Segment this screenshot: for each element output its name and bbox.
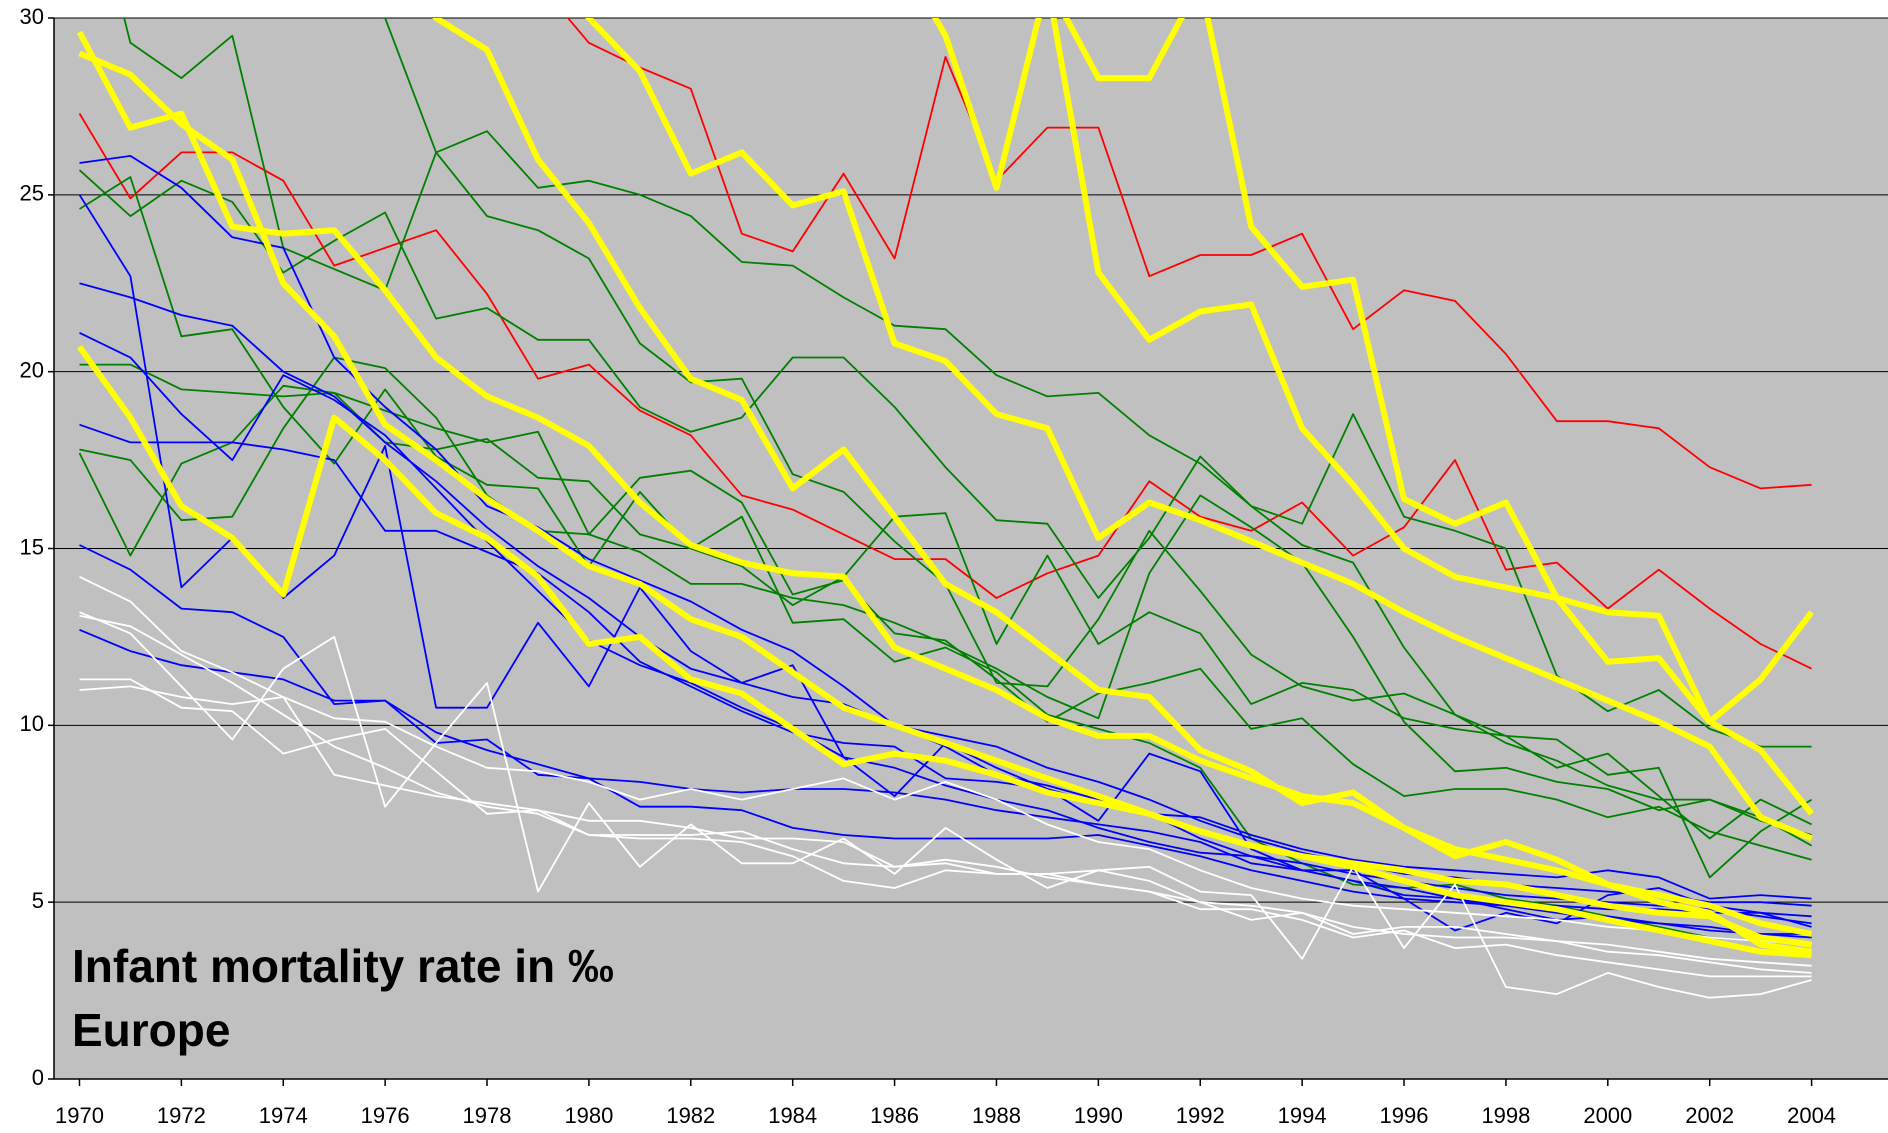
y-tick-label: 25 [20,181,44,206]
series-line [1050,18,1814,816]
x-tick-label: 1994 [1278,1103,1327,1128]
lines [76,18,1814,999]
series-line [79,544,1812,935]
axes: 0 5 10 15 20 25 30 1970 1972 1974 1976 1978 1980 1982… [20,4,1888,1128]
x-tick-label: 1980 [564,1103,613,1128]
series-line [79,575,1812,946]
series-line [77,345,1813,948]
series-line [79,685,1812,967]
x-tick-label: 1974 [259,1103,308,1128]
series-line [78,113,1812,670]
series-line [79,331,1812,925]
series-line [79,614,1812,974]
y-tick-label: 15 [20,534,44,559]
series-line [76,30,1813,937]
y-tick-label: 20 [20,357,44,382]
series-line [79,611,1812,999]
chart-title: Infant mortality rate in ‰ [72,940,614,992]
x-tick-label: 2000 [1583,1103,1632,1128]
x-tick-label: 1970 [55,1103,104,1128]
chart-subtitle: Europe [72,1004,230,1056]
y-tick-label: 0 [32,1065,44,1090]
x-tick-label: 1982 [666,1103,715,1128]
series-line [585,18,1813,842]
x-tick-label: 1986 [870,1103,919,1128]
x-tick-label: 1992 [1176,1103,1225,1128]
series-line [432,18,1813,955]
series-line [931,18,1814,725]
series-line [383,18,1812,840]
series-line [79,423,1812,900]
series-line [78,50,1812,959]
series-line [79,678,1812,978]
series-line [566,18,1812,490]
x-tick-label: 1972 [157,1103,206,1128]
x-tick-label: 1984 [768,1103,817,1128]
series-line [79,363,1812,861]
x-tick-label: 1996 [1380,1103,1429,1128]
x-tick-label: 1978 [463,1103,512,1128]
y-tick-label: 30 [20,4,44,29]
x-tick-label: 1990 [1074,1103,1123,1128]
y-tick-label: 10 [20,711,44,736]
x-tick-label: 1998 [1481,1103,1530,1128]
series-line [79,176,1813,879]
x-tick-label: 1976 [361,1103,410,1128]
x-tick-label: 1988 [972,1103,1021,1128]
y-tick-label: 5 [32,888,44,913]
series-line [79,356,1812,836]
x-tick-label: 2004 [1787,1103,1836,1128]
series-line [79,628,1812,939]
x-tick-label: 2002 [1685,1103,1734,1128]
